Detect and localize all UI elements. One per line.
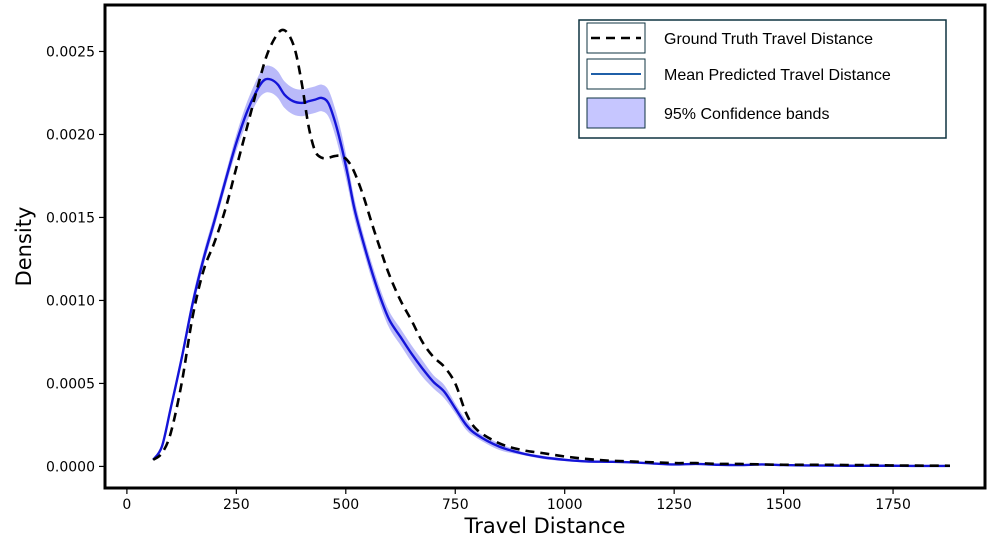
x-tick-label: 1000 [547, 497, 583, 513]
y-tick-label: 0.0000 [46, 459, 95, 475]
x-tick-label: 0 [122, 497, 131, 513]
legend-label-confidence-bands: 95% Confidence bands [664, 106, 829, 123]
y-tick-label: 0.0005 [46, 376, 95, 392]
x-tick-label: 750 [442, 497, 469, 513]
x-tick-label: 500 [332, 497, 359, 513]
legend-label-ground-truth: Ground Truth Travel Distance [664, 31, 873, 48]
x-tick-label: 1250 [656, 497, 692, 513]
y-tick-label: 0.0015 [46, 210, 95, 226]
y-axis-ticks: 0.0000 0.0005 0.0010 0.0015 0.0020 0.0025 [46, 44, 104, 475]
x-tick-label: 250 [223, 497, 250, 513]
plot-frame [103, 3, 987, 490]
legend-label-mean-predicted: Mean Predicted Travel Distance [664, 67, 891, 84]
x-axis-ticks: 0 250 500 750 1000 1250 1500 1750 [122, 489, 911, 513]
x-tick-label: 1500 [766, 497, 802, 513]
x-axis-label: Travel Distance [464, 514, 626, 538]
legend-band-swatch-icon [586, 97, 646, 129]
legend: Ground Truth Travel Distance Mean Predic… [578, 19, 947, 139]
y-tick-label: 0.0020 [46, 127, 95, 143]
x-tick-label: 1750 [875, 497, 911, 513]
y-axis-label: Density [12, 207, 36, 287]
legend-swatch-ground-truth [586, 22, 646, 54]
y-tick-label: 0.0025 [46, 44, 95, 60]
series-line-layer [152, 28, 950, 468]
ground-truth-line [152, 28, 950, 468]
y-tick-label: 0.0010 [46, 293, 95, 309]
